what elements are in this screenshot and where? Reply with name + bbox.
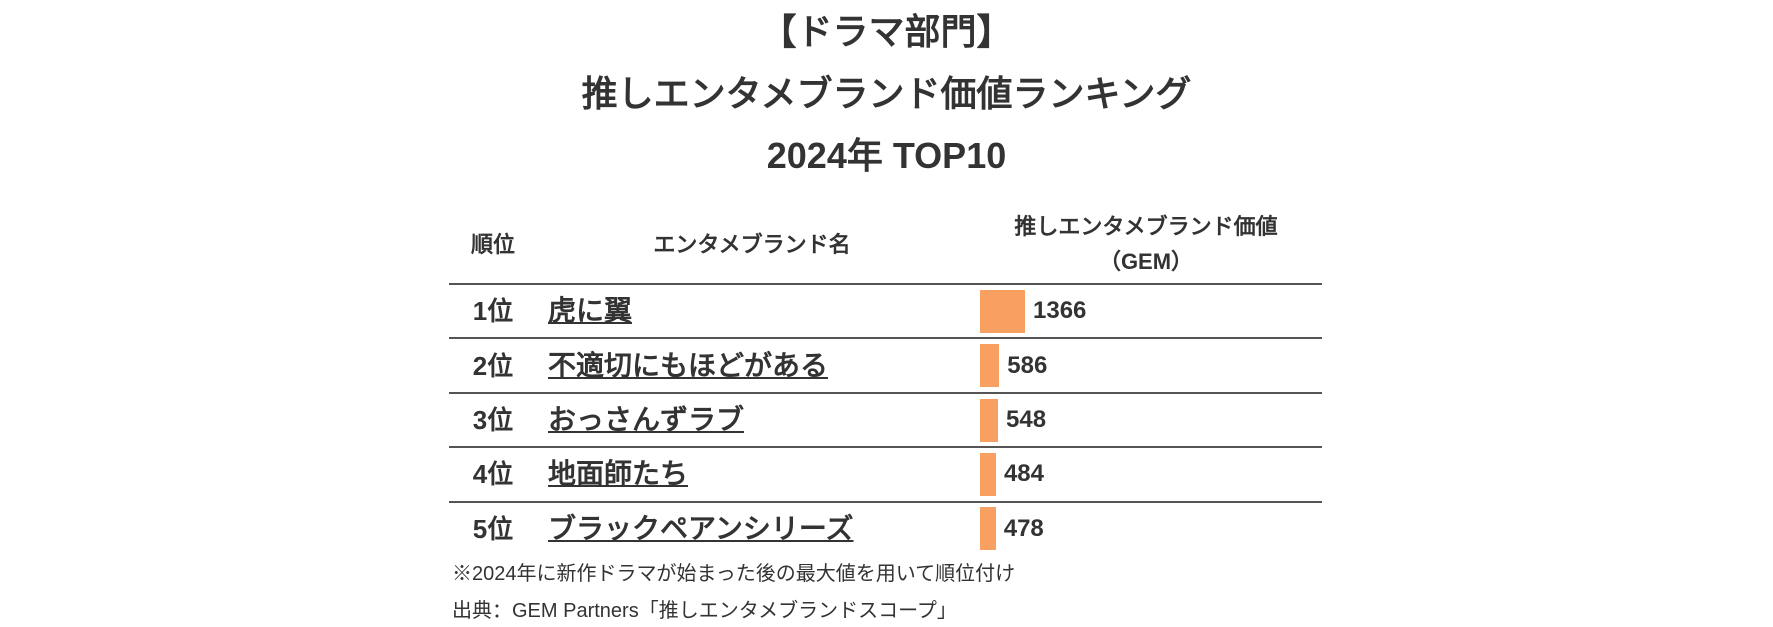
row-divider: [449, 283, 1322, 285]
row-divider: [449, 391, 1322, 394]
title-line: 推しエンタメブランド価値ランキング: [581, 73, 1192, 114]
value-label: 586: [1007, 351, 1048, 379]
column-header: 推しエンタメブランド価値: [1014, 214, 1278, 239]
value-bar: [980, 344, 1000, 388]
title-line: 2024年 TOP10: [766, 135, 1007, 176]
brand-link[interactable]: 地面師たち: [548, 458, 689, 490]
value-label: 1366: [1033, 297, 1087, 325]
row-divider: [449, 446, 1322, 449]
footnote: ※2024年に新作ドラマが始まった後の最大値を用いて順位付け: [452, 563, 1016, 585]
rank: 3位: [472, 405, 514, 435]
column-header: 順位: [470, 232, 515, 257]
rank: 4位: [472, 459, 514, 490]
value-bar: [980, 452, 996, 496]
rank: 2位: [472, 350, 514, 381]
value-label: 548: [1006, 406, 1047, 433]
value-bar: [980, 289, 1025, 333]
value-label: 484: [1003, 460, 1044, 488]
value-label: 478: [1003, 514, 1044, 542]
value-bar: [980, 398, 999, 442]
column-header: エンタメブランド名: [653, 232, 851, 257]
column-header: （GEM）: [1098, 249, 1194, 274]
row-divider: [449, 337, 1322, 340]
value-bar: [980, 507, 996, 551]
brand-link[interactable]: ブラックペアンシリーズ: [548, 512, 854, 544]
brand-link[interactable]: 虎に翼: [548, 295, 633, 327]
title-line: 【ドラマ部門】: [760, 11, 1013, 52]
rank: 5位: [472, 513, 514, 544]
brand-link[interactable]: 不適切にもほどがある: [548, 349, 829, 381]
source-note: 出典：GEM Partners「推しエンタメブランドスコープ」: [452, 600, 957, 622]
row-divider: [449, 500, 1322, 503]
brand-link[interactable]: おっさんずラブ: [548, 404, 745, 435]
rank: 1位: [472, 296, 514, 327]
